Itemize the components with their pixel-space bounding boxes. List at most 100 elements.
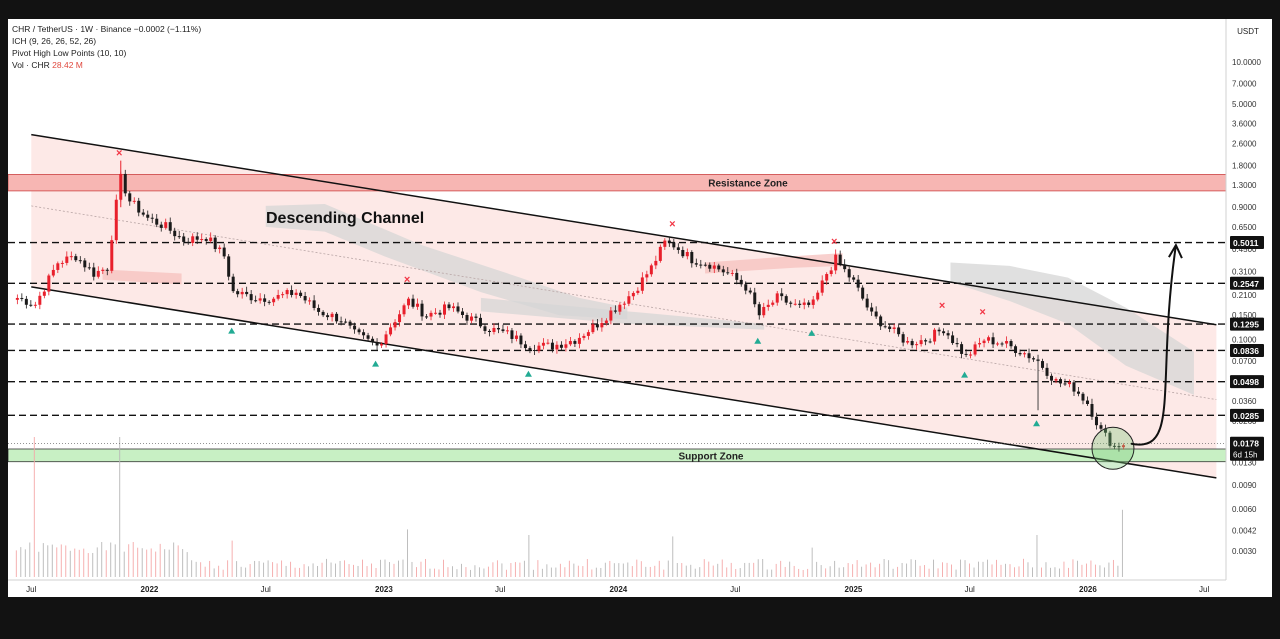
volume-bar xyxy=(721,559,723,577)
candle xyxy=(654,255,658,270)
volume-bar xyxy=(204,566,206,577)
candle xyxy=(784,294,788,306)
volume-bar xyxy=(856,560,858,577)
candle xyxy=(294,289,298,299)
symbol-line[interactable]: CHR / TetherUS · 1W · Binance −0.0002 (−… xyxy=(12,23,201,35)
chart-panel[interactable]: Resistance Zone Support Zone × × × × × × Descend… xyxy=(8,19,1272,597)
volume-bar xyxy=(613,563,615,577)
candle xyxy=(600,317,604,332)
volume-bar xyxy=(1009,564,1011,577)
y-tick-label: 0.0030 xyxy=(1232,547,1257,556)
volume-bar xyxy=(780,560,782,577)
pivot-label[interactable]: Pivot High Low Points (10, 10) xyxy=(12,48,127,58)
candle xyxy=(627,291,631,307)
candle xyxy=(290,285,294,298)
ichimoku-cloud-5 xyxy=(950,262,1194,395)
volume-bar xyxy=(330,562,332,577)
volume-bar xyxy=(843,567,845,577)
candle xyxy=(622,301,626,310)
candle xyxy=(213,235,217,253)
ichimoku-label[interactable]: ICH (9, 26, 26, 52, 26) xyxy=(12,36,97,46)
candle xyxy=(834,249,838,275)
candle xyxy=(263,294,267,307)
candle xyxy=(469,313,473,324)
candle xyxy=(285,288,289,299)
candle xyxy=(982,338,986,348)
volume-bar xyxy=(105,550,107,577)
candle xyxy=(393,319,397,331)
volume-bar xyxy=(240,566,242,577)
volume-bar xyxy=(600,567,602,577)
volume-bar xyxy=(658,560,660,577)
candle xyxy=(492,323,496,335)
volume-bar xyxy=(222,569,224,577)
volume-bar xyxy=(389,562,390,577)
volume-bar xyxy=(299,567,301,577)
candle xyxy=(667,237,671,247)
volume-bar xyxy=(128,544,130,577)
candle xyxy=(83,258,87,272)
volume-bar xyxy=(1005,563,1006,577)
candle xyxy=(366,332,370,341)
y-tick-label: 0.3100 xyxy=(1232,267,1257,276)
candle xyxy=(537,342,541,354)
volume-bar xyxy=(753,562,755,577)
candle xyxy=(236,288,240,298)
candle xyxy=(789,300,793,308)
volume-bar xyxy=(393,563,395,577)
candle xyxy=(883,321,887,329)
candle xyxy=(24,295,28,309)
price-level-tag-text: 0.2547 xyxy=(1233,279,1259,289)
candle xyxy=(892,323,896,334)
volume-bar xyxy=(1027,562,1029,577)
candle xyxy=(888,323,892,333)
candle xyxy=(195,232,199,245)
candle xyxy=(987,335,991,344)
volume-bar xyxy=(1018,566,1020,577)
candle xyxy=(1018,349,1022,357)
volume-bar xyxy=(290,561,292,577)
volume-bar xyxy=(505,569,507,577)
candle xyxy=(978,337,982,348)
candle xyxy=(501,324,505,333)
volume-bar xyxy=(434,568,435,577)
candle xyxy=(748,287,752,295)
candle xyxy=(568,336,572,347)
candle xyxy=(721,265,725,277)
candle xyxy=(901,331,905,347)
y-tick-label: 0.0042 xyxy=(1232,527,1257,536)
y-tick-label: 1.8000 xyxy=(1232,161,1257,170)
price-level-tag: 0.0285 xyxy=(1230,408,1264,422)
volume-bar xyxy=(537,560,539,577)
candle xyxy=(870,302,874,316)
volume-bar xyxy=(1121,509,1123,577)
candle xyxy=(757,301,761,320)
volume-bar xyxy=(946,562,948,577)
candle xyxy=(798,300,802,308)
candle xyxy=(132,197,136,204)
candle xyxy=(245,286,249,297)
volume-bar xyxy=(74,548,76,577)
candle xyxy=(811,295,815,309)
candle xyxy=(209,232,213,243)
candle xyxy=(1041,358,1045,370)
volume-bar xyxy=(348,564,350,577)
candle xyxy=(861,285,865,301)
volume-bar xyxy=(272,562,274,577)
pivot-high-marker: × xyxy=(979,306,985,318)
candle xyxy=(357,327,361,335)
volume-bar xyxy=(344,560,345,577)
candle xyxy=(1032,356,1036,362)
price-chart[interactable]: Resistance Zone Support Zone × × × × × × Descend… xyxy=(8,19,1272,597)
volume-bar xyxy=(555,567,557,577)
volume-bar xyxy=(326,558,328,577)
candle xyxy=(1094,412,1098,430)
candle xyxy=(191,233,195,247)
volume-bar xyxy=(888,560,890,577)
volume-bar xyxy=(739,568,741,577)
volume-bar xyxy=(258,561,260,577)
volume-line[interactable]: Vol · CHR 28.42 M xyxy=(12,59,201,71)
candle xyxy=(1108,430,1112,448)
x-tick-label: Jul xyxy=(965,585,975,594)
candle xyxy=(879,314,883,330)
